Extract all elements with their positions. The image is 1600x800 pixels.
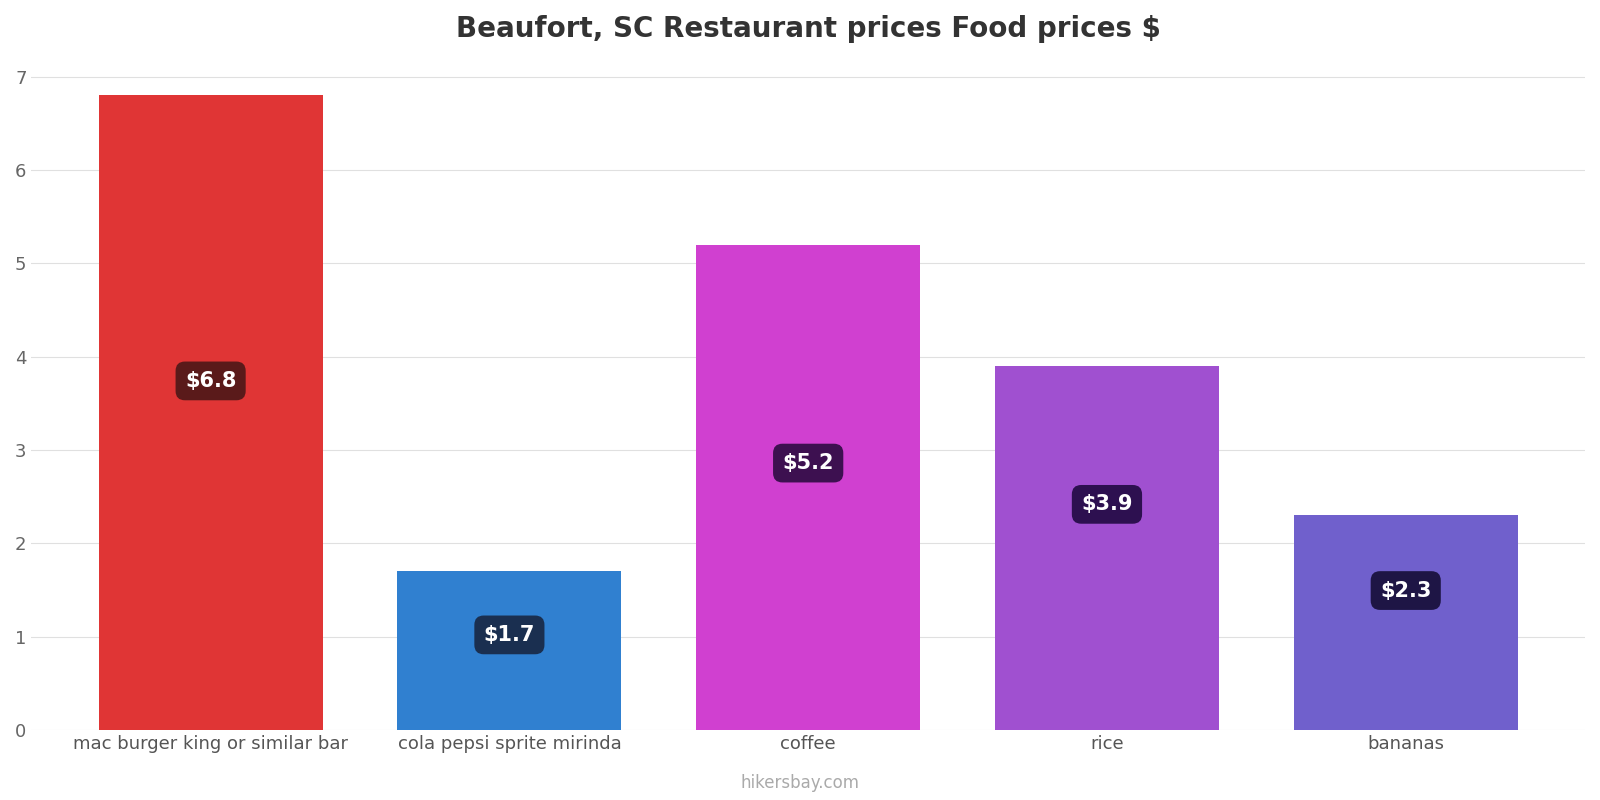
Text: $3.9: $3.9 [1082, 494, 1133, 514]
Text: $1.7: $1.7 [483, 625, 534, 645]
Bar [397, 571, 621, 730]
Bar [1294, 515, 1518, 730]
Text: $6.8: $6.8 [186, 371, 237, 391]
Bar [995, 366, 1219, 730]
Text: $2.3: $2.3 [1381, 581, 1432, 601]
Title: Beaufort, SC Restaurant prices Food prices $: Beaufort, SC Restaurant prices Food pric… [456, 15, 1160, 43]
Bar [99, 95, 323, 730]
Text: $5.2: $5.2 [782, 453, 834, 473]
Bar [696, 245, 920, 730]
Text: hikersbay.com: hikersbay.com [741, 774, 859, 792]
